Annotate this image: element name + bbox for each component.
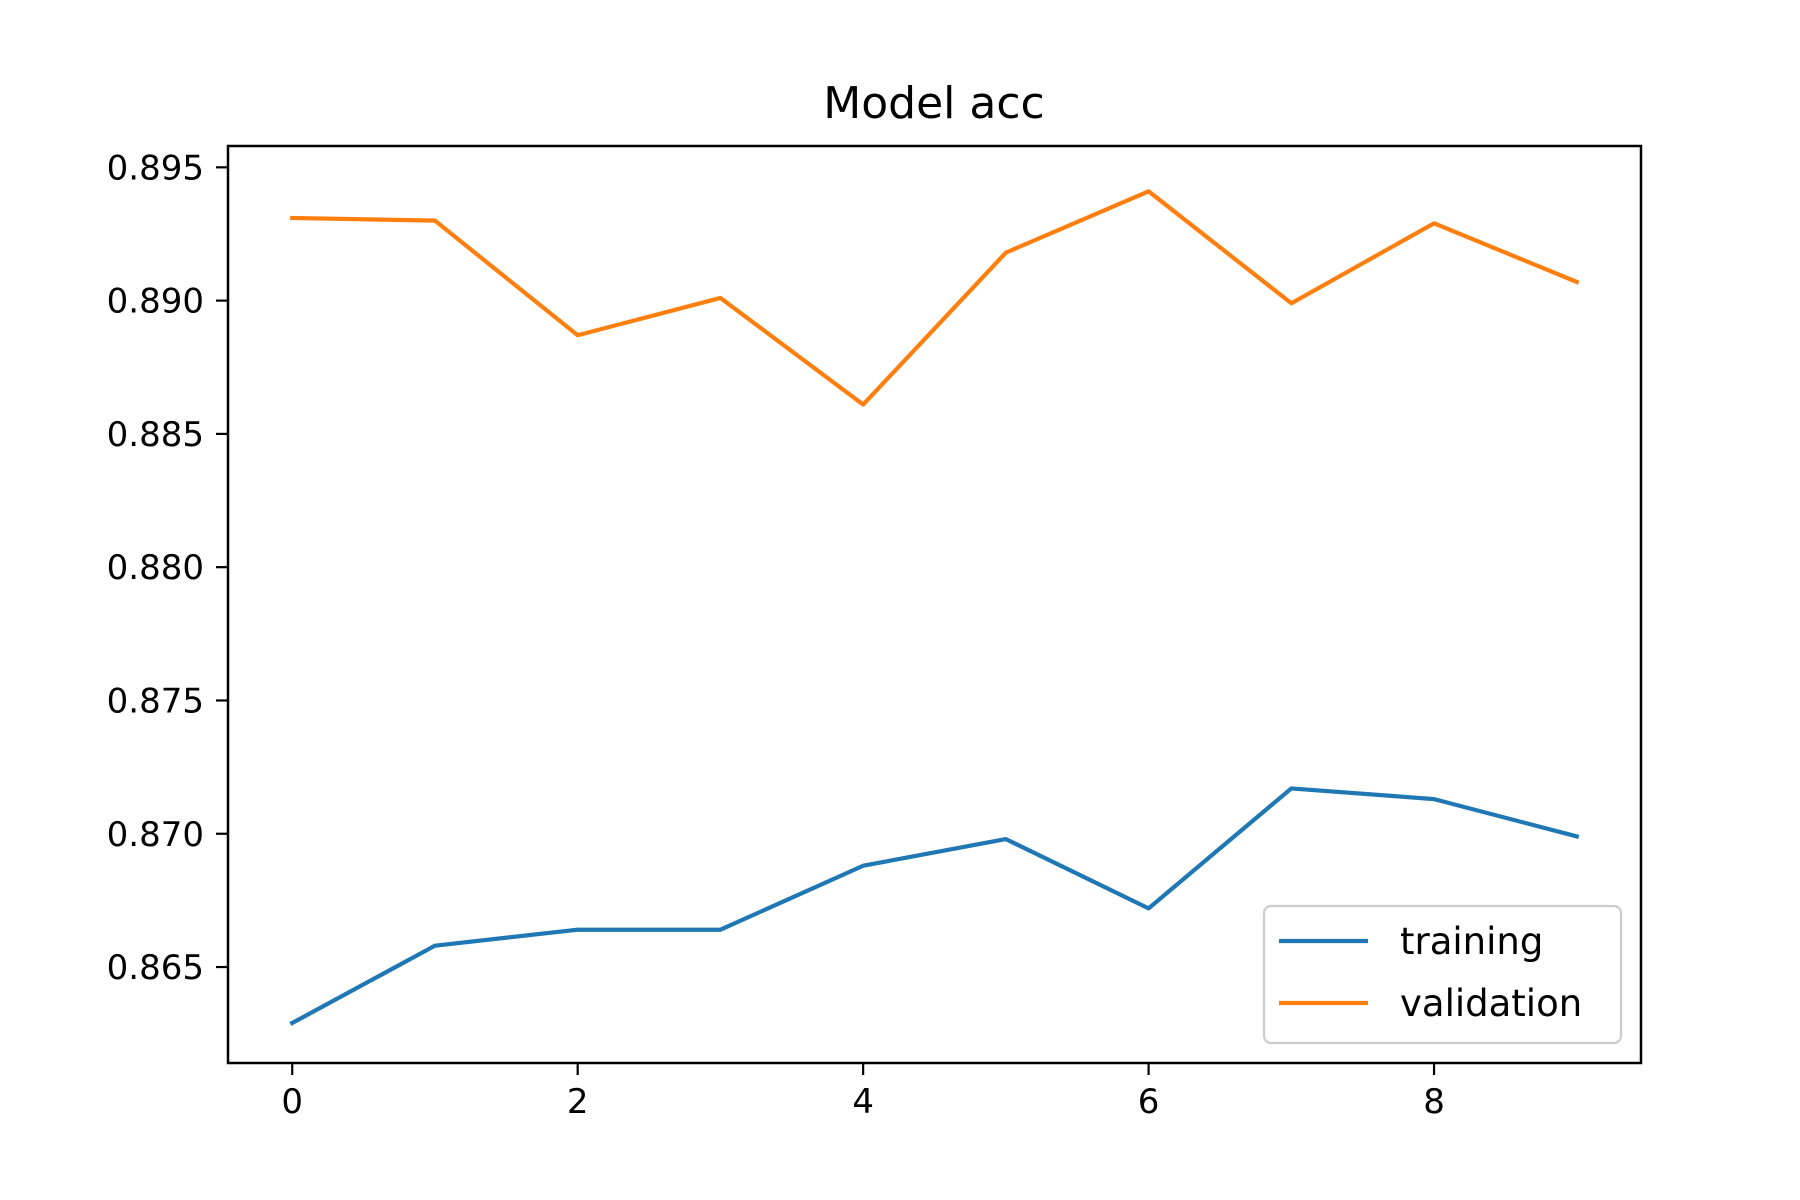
series-layer (289, 189, 1580, 1026)
x-tick-label: 2 (567, 1082, 589, 1122)
plot-frame (226, 144, 1643, 1065)
y-tick-label: 0.880 (107, 548, 204, 588)
x-tick-label: 6 (1138, 1082, 1160, 1122)
legend-label-validation: validation (1400, 982, 1582, 1025)
y-axis: 0.865 0.870 0.875 0.880 0.885 0.890 0.895 (107, 148, 228, 988)
series-line-validation (290, 189, 1580, 407)
x-tick-label: 8 (1423, 1082, 1445, 1122)
legend: training validation (1262, 904, 1623, 1045)
y-tick-label: 0.865 (107, 948, 204, 988)
y-tick-label: 0.895 (107, 148, 204, 188)
x-tick-label: 0 (281, 1082, 303, 1122)
series-line-training (289, 786, 1580, 1026)
x-axis: 0 2 4 6 8 (281, 1063, 1445, 1122)
x-tick-label: 4 (852, 1082, 874, 1122)
y-tick-label: 0.875 (107, 681, 204, 721)
y-tick-label: 0.890 (107, 282, 204, 322)
legend-label-training: training (1400, 920, 1543, 963)
y-tick-label: 0.870 (107, 815, 204, 855)
chart-title: Model acc (823, 78, 1044, 129)
y-tick-label: 0.885 (107, 415, 204, 455)
